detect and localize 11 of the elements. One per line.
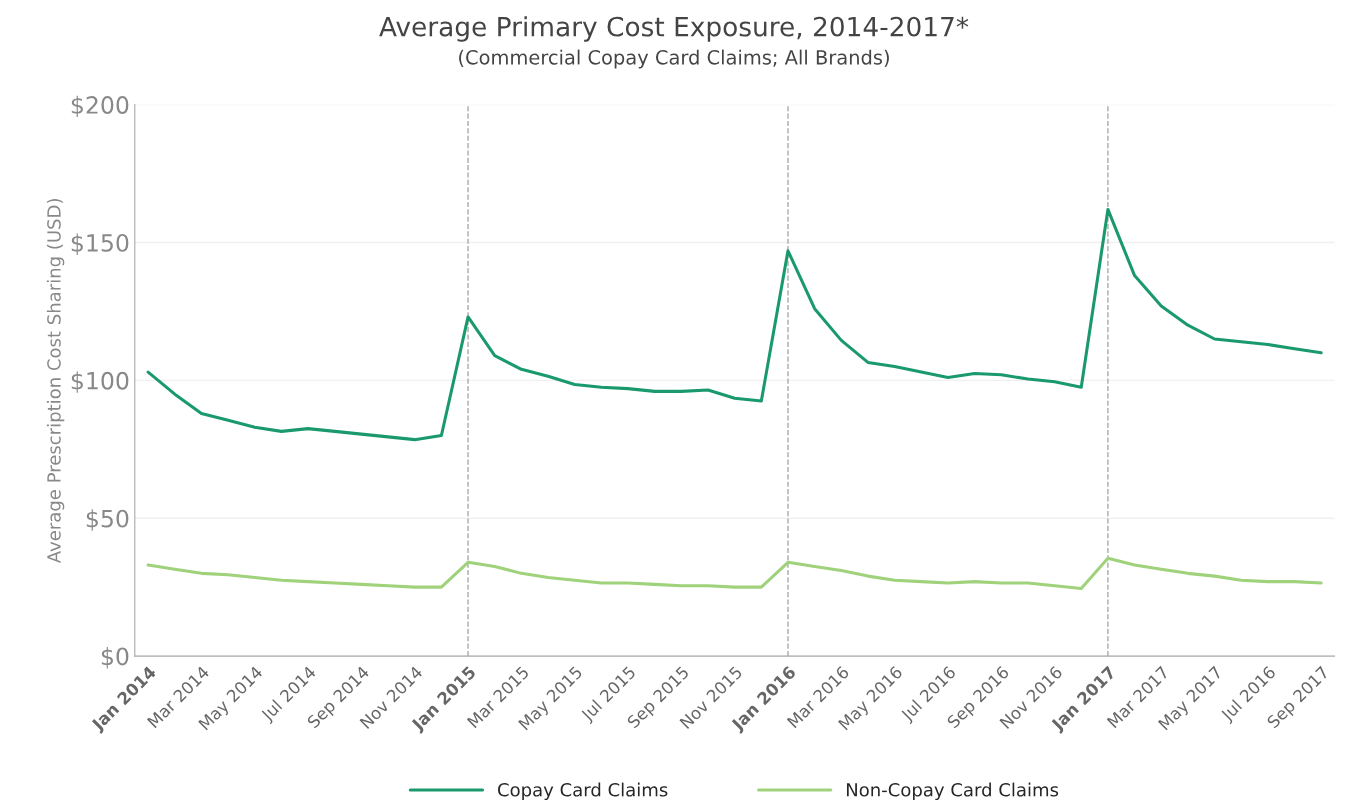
y-tick-label: $50 [86, 509, 129, 531]
y-tick-label: $150 [71, 233, 129, 255]
line-series [146, 556, 1323, 591]
chart-subtitle: (Commercial Copay Card Claims; All Brands) [459, 49, 889, 69]
chart-title: Average Primary Cost Exposure, 2014-2017* [379, 16, 969, 42]
legend-label: Non-Copay Card Claims [846, 782, 1059, 801]
y-tick-label: $100 [71, 371, 129, 393]
line-series [146, 207, 1323, 442]
y-tick-label: $200 [71, 95, 129, 118]
y-axis-title: Average Prescription Cost Sharing (USD) [46, 199, 65, 564]
legend-label: Copay Card Claims [497, 782, 668, 801]
